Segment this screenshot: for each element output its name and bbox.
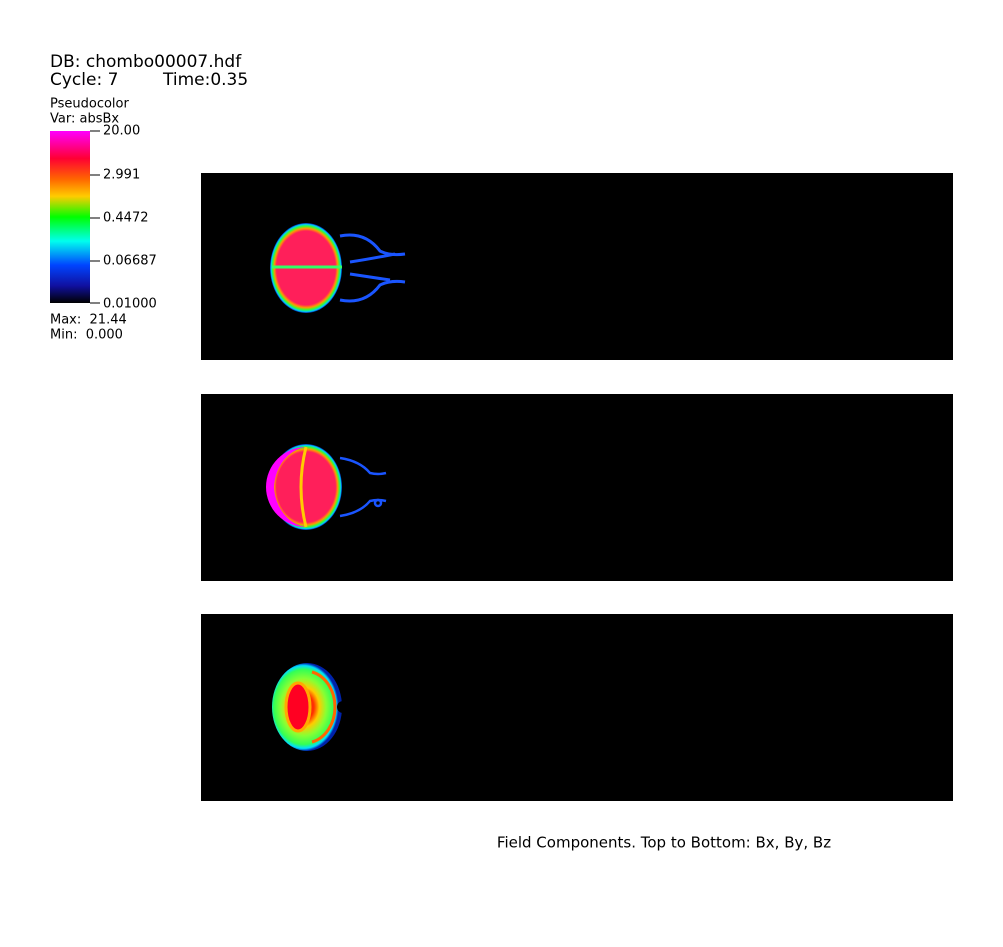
caption: Field Components. Top to Bottom: Bx, By,… xyxy=(497,834,831,852)
by-panel xyxy=(201,394,953,581)
color-bar-ticks xyxy=(90,130,100,304)
legend-tick-label: 0.01000 xyxy=(103,297,157,312)
cycle-label: Cycle: 7 xyxy=(50,70,118,90)
legend-tick-label: 2.991 xyxy=(103,168,140,183)
bx-panel xyxy=(201,173,953,360)
min-label: Min: 0.000 xyxy=(50,328,123,343)
max-label: Max: 21.44 xyxy=(50,313,127,328)
plot-type: Pseudocolor xyxy=(50,97,129,112)
legend-tick-label: 20.00 xyxy=(103,124,140,139)
variable-name: Var: absBx xyxy=(50,112,119,127)
database-label: DB: chombo00007.hdf xyxy=(50,52,242,72)
color-bar xyxy=(50,131,90,303)
legend-tick-label: 0.06687 xyxy=(103,254,157,269)
time-label: Time:0.35 xyxy=(162,70,248,90)
legend-tick-label: 0.4472 xyxy=(103,211,149,226)
bz-panel xyxy=(201,614,953,801)
